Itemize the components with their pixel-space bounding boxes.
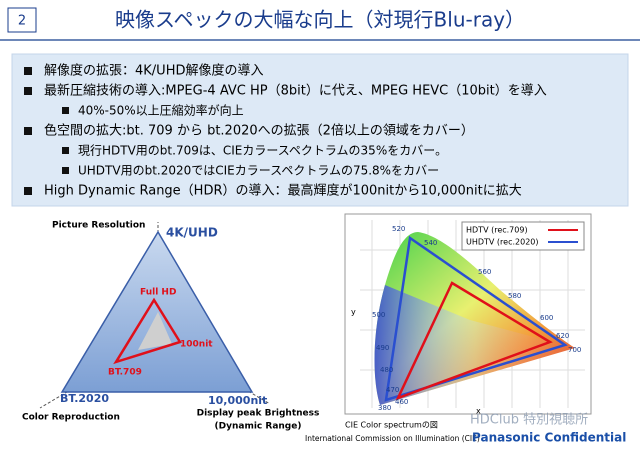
source: International Commission on Illumination… [305, 434, 480, 443]
label: BT.2020 [60, 392, 109, 405]
legend-label: UHDTV (rec.2020) [466, 238, 539, 247]
axis-label: (Dynamic Range) [215, 422, 302, 432]
sub-bullet-marker [62, 147, 69, 154]
axis-label: Color Reproduction [22, 413, 120, 423]
wavelength-label: 700 [568, 346, 581, 354]
wavelength-label: 580 [508, 292, 521, 300]
x-label: x [476, 407, 481, 416]
wavelength-label: 560 [478, 268, 491, 276]
wavelength-label: 470 [386, 386, 399, 394]
sub-bullet-marker [62, 167, 69, 174]
wavelength-label: 520 [392, 225, 405, 233]
label: 4K/UHD [166, 226, 218, 240]
bullet-text: 解像度の拡張：4K/UHD解像度の導入 [44, 63, 263, 79]
page-number: 2 [18, 14, 26, 29]
page-number-box [7, 7, 37, 33]
caption: CIE Color spectrumの図 [345, 421, 438, 430]
label: Full HD [140, 288, 176, 298]
bullet-text: 色空間の拡大:bt. 709 から bt.2020への拡張（2倍以上の領域をカバ… [44, 123, 474, 139]
bullet-marker [24, 87, 32, 95]
bullet-marker [24, 127, 32, 135]
watermark: HDClub 特別視聴所 [470, 413, 588, 428]
confidential: Panasonic Confidential [472, 431, 626, 445]
bullet-marker [24, 67, 32, 75]
sub-bullet-text: 40%-50%以上圧縮効率が向上 [78, 103, 244, 118]
spectrum-blue [374, 285, 575, 405]
bullet-text: 最新圧縮技術の導入:MPEG-4 AVC HP（8bit）に代え、MPEG HE… [44, 83, 547, 99]
axis-label: Picture Resolution [52, 221, 145, 231]
label: BT.709 [108, 368, 142, 378]
wavelength-label: 500 [372, 311, 385, 319]
bullet-box [11, 53, 629, 207]
sub-bullet-marker [62, 107, 69, 114]
legend-label: HDTV (rec.709) [466, 226, 528, 235]
gray-triangle [138, 312, 172, 350]
rec2020-triangle [384, 235, 568, 402]
sub-bullet-text: UHDTV用のbt.2020ではCIEカラースペクトラムの75.8%をカバー [78, 164, 439, 178]
label: 10,000nit [208, 394, 267, 407]
wavelength-label: 540 [424, 239, 437, 247]
y-label: y [351, 308, 356, 317]
sub-bullet-text: 現行HDTV用のbt.709は、CIEカラースペクトラムの35%をカバー。 [78, 144, 447, 158]
wavelength-label: 600 [540, 314, 553, 322]
bullet-text: High Dynamic Range（HDR）の導入：最高輝度が100nitから… [44, 183, 522, 199]
wavelength-label: 480 [380, 366, 393, 374]
rec709-triangle [395, 281, 553, 401]
wavelength-label: 460 [395, 398, 408, 406]
new-triangle [60, 230, 254, 393]
wavelength-label: 620 [556, 332, 569, 340]
wavelengths: 520 540 560 580 600 620 700 500 490 480 470 460 380 [372, 225, 581, 412]
title: 映像スペックの大幅な向上（対現行Blu-ray） [115, 8, 525, 32]
label: 100nit [180, 340, 213, 350]
legend [461, 221, 585, 251]
bullet-marker [24, 187, 32, 195]
wavelength-label: 380 [378, 404, 391, 412]
old-triangle [113, 297, 182, 365]
axis-label: Display peak Brightness [197, 409, 320, 419]
wavelength-label: 490 [376, 344, 389, 352]
